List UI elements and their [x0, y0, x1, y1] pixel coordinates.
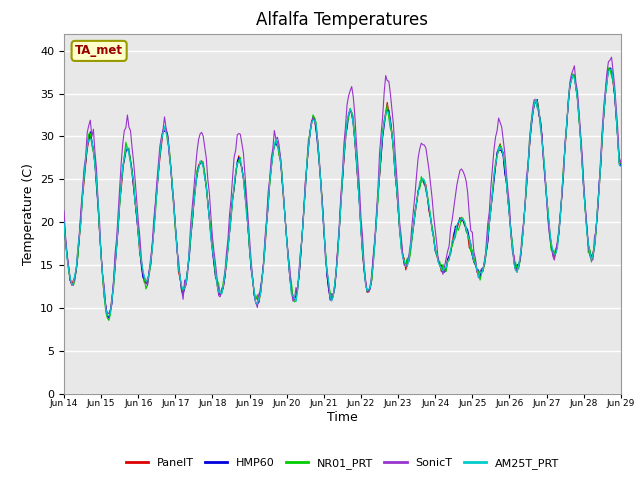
SonicT: [397, 233, 405, 239]
PanelT: [165, 145, 173, 151]
PanelT: [550, 254, 558, 260]
Line: PanelT: PanelT: [64, 68, 621, 317]
AM25T_PRT: [397, 246, 405, 252]
HMP60: [606, 65, 614, 71]
AM25T_PRT: [617, 163, 625, 169]
SonicT: [379, 114, 387, 120]
SonicT: [410, 206, 417, 212]
NR01_PRT: [60, 224, 68, 230]
HMP60: [617, 163, 625, 168]
AM25T_PRT: [165, 148, 173, 154]
PanelT: [606, 65, 614, 71]
HMP60: [165, 150, 173, 156]
NR01_PRT: [617, 160, 625, 166]
SonicT: [617, 159, 625, 165]
NR01_PRT: [379, 128, 387, 133]
AM25T_PRT: [607, 66, 615, 72]
NR01_PRT: [397, 245, 405, 251]
PanelT: [410, 222, 417, 228]
NR01_PRT: [105, 318, 113, 324]
HMP60: [60, 216, 68, 222]
SonicT: [607, 54, 615, 60]
PanelT: [60, 219, 68, 225]
Line: HMP60: HMP60: [64, 68, 621, 318]
PanelT: [397, 242, 405, 248]
NR01_PRT: [76, 232, 83, 238]
Y-axis label: Temperature (C): Temperature (C): [22, 163, 35, 264]
HMP60: [76, 232, 83, 238]
AM25T_PRT: [105, 313, 113, 319]
AM25T_PRT: [76, 232, 83, 238]
Line: SonicT: SonicT: [64, 57, 621, 314]
HMP60: [105, 315, 113, 321]
PanelT: [76, 234, 83, 240]
HMP60: [397, 239, 405, 244]
NR01_PRT: [410, 222, 417, 228]
NR01_PRT: [550, 250, 558, 256]
X-axis label: Time: Time: [327, 411, 358, 424]
SonicT: [76, 228, 83, 234]
AM25T_PRT: [550, 252, 558, 258]
Legend: PanelT, HMP60, NR01_PRT, SonicT, AM25T_PRT: PanelT, HMP60, NR01_PRT, SonicT, AM25T_P…: [122, 453, 563, 473]
AM25T_PRT: [60, 219, 68, 225]
SonicT: [165, 152, 173, 157]
SonicT: [550, 257, 558, 263]
Line: AM25T_PRT: AM25T_PRT: [64, 69, 621, 316]
HMP60: [550, 252, 558, 257]
Title: Alfalfa Temperatures: Alfalfa Temperatures: [257, 11, 428, 29]
HMP60: [410, 224, 417, 229]
PanelT: [379, 132, 387, 137]
Text: TA_met: TA_met: [75, 44, 123, 58]
PanelT: [617, 158, 625, 164]
NR01_PRT: [165, 145, 173, 151]
SonicT: [104, 311, 111, 317]
PanelT: [105, 314, 113, 320]
HMP60: [379, 135, 387, 141]
AM25T_PRT: [410, 223, 417, 228]
AM25T_PRT: [379, 132, 387, 137]
NR01_PRT: [605, 65, 612, 71]
Line: NR01_PRT: NR01_PRT: [64, 68, 621, 321]
SonicT: [60, 208, 68, 214]
